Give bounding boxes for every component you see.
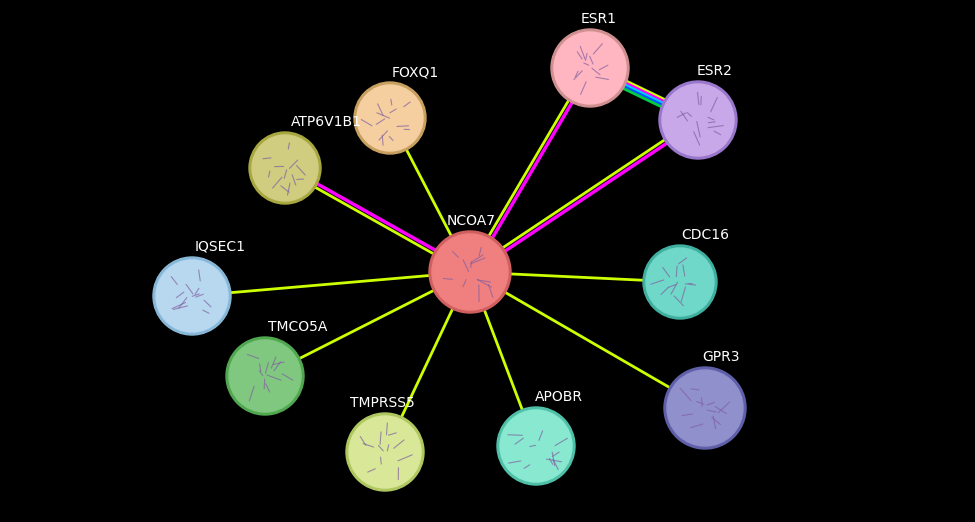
Circle shape xyxy=(662,84,734,156)
Circle shape xyxy=(432,234,508,310)
Circle shape xyxy=(226,337,304,415)
Circle shape xyxy=(551,29,629,107)
Circle shape xyxy=(554,32,626,104)
Circle shape xyxy=(664,367,746,449)
Text: TMCO5A: TMCO5A xyxy=(268,320,328,334)
Circle shape xyxy=(153,257,231,335)
Circle shape xyxy=(349,416,421,488)
Circle shape xyxy=(643,245,717,319)
Text: NCOA7: NCOA7 xyxy=(447,214,496,228)
Circle shape xyxy=(667,370,743,446)
Circle shape xyxy=(156,260,228,332)
Circle shape xyxy=(429,231,511,313)
Circle shape xyxy=(249,132,321,204)
Text: TMPRSS5: TMPRSS5 xyxy=(350,396,414,410)
Text: GPR3: GPR3 xyxy=(702,350,739,364)
Text: FOXQ1: FOXQ1 xyxy=(392,65,440,79)
Circle shape xyxy=(357,85,423,151)
Circle shape xyxy=(346,413,424,491)
Circle shape xyxy=(659,81,737,159)
Circle shape xyxy=(500,410,572,482)
Text: IQSEC1: IQSEC1 xyxy=(195,240,246,254)
Text: CDC16: CDC16 xyxy=(681,228,729,242)
Text: ESR2: ESR2 xyxy=(697,64,733,78)
Text: APOBR: APOBR xyxy=(535,390,583,404)
Circle shape xyxy=(229,340,301,412)
Circle shape xyxy=(646,248,714,316)
Circle shape xyxy=(252,135,318,201)
Circle shape xyxy=(354,82,426,154)
Text: ATP6V1B1: ATP6V1B1 xyxy=(291,115,362,129)
Text: ESR1: ESR1 xyxy=(581,12,617,26)
Circle shape xyxy=(497,407,575,485)
